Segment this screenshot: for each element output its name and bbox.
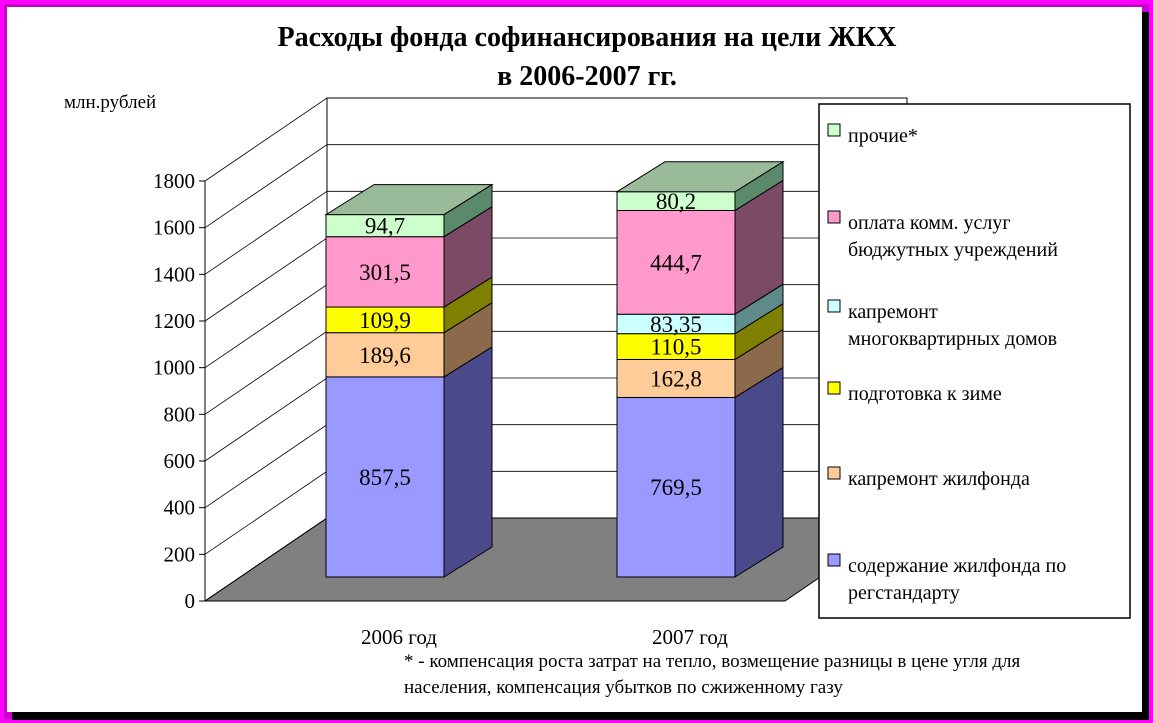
legend-swatch <box>827 299 841 313</box>
y-tick-label: 1400 <box>153 262 195 286</box>
bar-segment-front <box>616 333 736 360</box>
chart-title-line1: Расходы фонда софинансирования на цели Ж… <box>278 22 897 53</box>
bar-stack: 857,5 189,6 109,9 301,5 94,7 <box>324 183 494 578</box>
data-label: 444,7 <box>650 250 702 275</box>
x-tick-label: 2007 год <box>652 625 728 649</box>
y-tick-label: 1000 <box>153 356 195 380</box>
bar-top-face <box>615 161 785 193</box>
chart-title-line2: в 2006-2007 гг. <box>497 61 677 92</box>
y-tick-label: 0 <box>185 589 196 613</box>
legend-label: регстандарту <box>848 582 960 604</box>
legend-box <box>818 103 1131 619</box>
y-tick-label: 800 <box>164 402 196 426</box>
bar-segment-front <box>616 209 736 315</box>
bar-segment-front <box>616 358 736 398</box>
legend-swatch <box>827 381 841 395</box>
legend-swatch <box>827 123 841 137</box>
legend-label: многоквартирных домов <box>848 328 1057 350</box>
data-label: 301,5 <box>359 260 411 285</box>
y-tick-label: 600 <box>164 449 196 473</box>
plot-floor <box>203 517 909 602</box>
y-tick-label: 200 <box>164 542 196 566</box>
data-label: 94,7 <box>365 214 405 239</box>
data-label: 83,35 <box>650 312 702 337</box>
data-label: 80,2 <box>656 189 696 214</box>
data-label: 189,6 <box>359 343 411 368</box>
legend-label: оплата комм. услуг <box>848 212 1011 234</box>
legend-label: содержание жилфонда по <box>848 555 1066 577</box>
footnote-line1: * - компенсация роста затрат на тепло, в… <box>404 651 1020 672</box>
y-tick-label: 1800 <box>153 169 195 193</box>
footnote-line2: населения, компенсация убытков по сжижен… <box>404 677 843 698</box>
x-tick-label: 2006 год <box>361 625 437 649</box>
data-label: 109,9 <box>359 308 411 333</box>
bar-stack: 769,5 162,8 110,583,35 444,7 80,2 <box>615 160 785 578</box>
bar-top-face <box>324 184 494 216</box>
data-label: 110,5 <box>651 335 702 360</box>
legend: прочие* оплата комм. услуг бюджутных учреж… <box>818 103 1131 619</box>
y-tick-label: 400 <box>164 496 196 520</box>
bar-segment-front <box>616 396 736 578</box>
bar-segment-side <box>734 366 784 578</box>
legend-label: прочие* <box>848 125 918 147</box>
data-label: 857,5 <box>359 465 411 490</box>
bar-segment-side <box>443 346 493 578</box>
legend-label: подготовка к зиме <box>848 383 1002 405</box>
legend-swatch <box>827 210 841 224</box>
y-axis-unit-label: млн.рублей <box>64 92 156 113</box>
legend-label: бюджутных учреждений <box>848 239 1058 261</box>
legend-label: капремонт <box>848 301 938 323</box>
bar-segment-front <box>325 332 445 378</box>
y-tick-label: 1600 <box>153 216 195 240</box>
data-label: 769,5 <box>650 475 702 500</box>
legend-label: капремонт жилфонда <box>848 468 1030 490</box>
legend-swatch <box>827 466 841 480</box>
plot-area: 0 200 400 600 800 1000 1200 1400 1600 1800 857,5 18… <box>153 97 909 649</box>
y-tick-label: 1200 <box>153 309 195 333</box>
legend-swatch <box>827 553 841 567</box>
data-label: 162,8 <box>650 366 702 391</box>
